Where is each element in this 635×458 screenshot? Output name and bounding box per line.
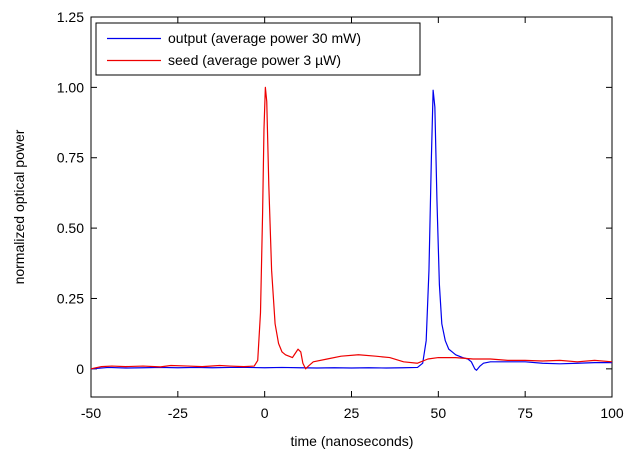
legend: output (average power 30 mW) seed (avera… bbox=[95, 22, 421, 76]
y-tick-label: 0.75 bbox=[57, 150, 84, 166]
x-tick-label: 0 bbox=[261, 405, 269, 421]
x-tick-label: -50 bbox=[81, 405, 101, 421]
y-tick-label: 0.25 bbox=[57, 290, 84, 306]
y-tick-label: 0 bbox=[76, 361, 84, 377]
x-tick-label: 75 bbox=[517, 405, 533, 421]
series-line-seed bbox=[90, 86, 613, 370]
y-tick-label: 1.25 bbox=[57, 9, 84, 25]
x-tick-label: 100 bbox=[600, 405, 624, 421]
x-axis-ticks: -50 -25 0 25 50 75 100 bbox=[81, 17, 624, 421]
x-axis-title: time (nanoseconds) bbox=[291, 433, 414, 449]
legend-label-output: output (average power 30 mW) bbox=[168, 30, 361, 46]
legend-label-seed: seed (average power 3 µW) bbox=[168, 52, 341, 68]
x-tick-label: 50 bbox=[431, 405, 447, 421]
x-tick-label: -25 bbox=[168, 405, 188, 421]
y-tick-label: 1.00 bbox=[57, 79, 84, 95]
y-axis-ticks: 0 0.25 0.50 0.75 1.00 1.25 bbox=[57, 9, 612, 377]
series-layer bbox=[90, 86, 613, 371]
series-line-output bbox=[90, 89, 612, 371]
x-tick-label: 25 bbox=[344, 405, 360, 421]
y-axis-title: normalized optical power bbox=[11, 129, 27, 284]
y-tick-label: 0.50 bbox=[57, 220, 84, 236]
legend-box bbox=[95, 22, 421, 76]
